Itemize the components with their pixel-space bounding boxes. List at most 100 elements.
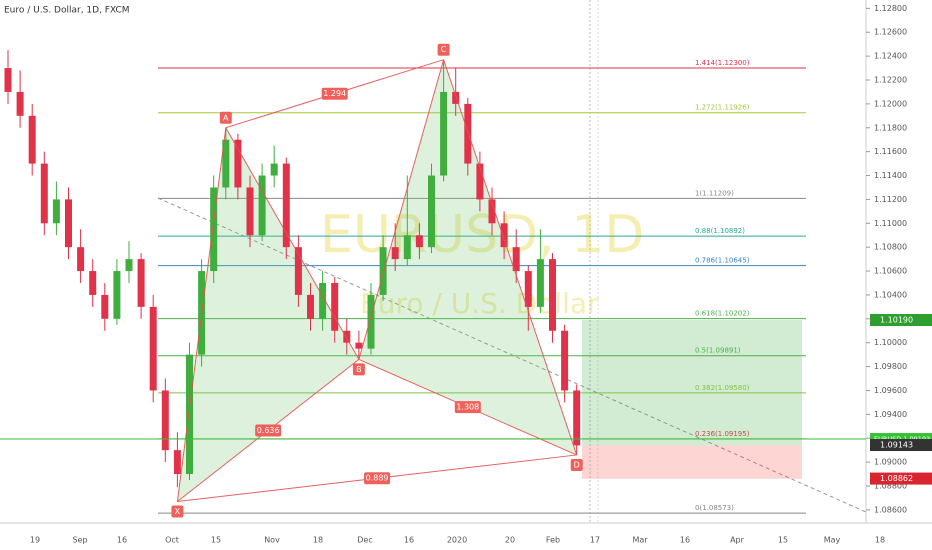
y-tick-label: 1.11000	[874, 219, 907, 228]
x-tick-label: 16	[117, 536, 127, 545]
candle-body	[173, 450, 181, 475]
pattern-point-label: B	[356, 365, 362, 374]
pattern-line	[358, 59, 445, 360]
x-tick-label: 15	[211, 536, 221, 545]
candle-body	[331, 282, 339, 331]
loss-zone	[582, 445, 802, 479]
x-tick-label: 16	[680, 536, 690, 545]
candle-body	[403, 235, 411, 260]
y-tick-label: 1.12600	[874, 28, 907, 37]
price-tag	[870, 439, 932, 452]
y-tick-label: 1.12000	[874, 99, 907, 108]
pattern-point-label: D	[574, 460, 580, 469]
candle-body	[391, 247, 399, 260]
candle-body	[500, 223, 508, 248]
y-tick-label: 1.10600	[874, 267, 907, 276]
x-tick-label: Dec	[357, 536, 372, 545]
fib-label: 1.272(1.11926)	[695, 104, 750, 112]
fib-label: 0.5(1.09891)	[695, 347, 741, 355]
x-tick-label: 2020	[447, 536, 467, 545]
pattern-fill	[358, 59, 577, 455]
fib-label: 0.618(1.10202)	[695, 310, 750, 318]
candle-body	[40, 163, 48, 224]
y-tick-label: 1.09800	[874, 362, 907, 371]
candle-body	[573, 390, 581, 446]
candle-body	[343, 330, 351, 343]
y-tick-label: 1.12400	[874, 52, 907, 61]
fib-label: 0.88(1.10892)	[695, 227, 745, 235]
price-tag-label: 1.08862	[880, 474, 913, 483]
y-tick-label: 1.08600	[874, 505, 907, 514]
price-tag-label: 1.10190	[880, 316, 913, 325]
candle-body	[524, 271, 532, 307]
ratio-label: 0.636	[257, 426, 280, 435]
candle-body	[294, 247, 302, 295]
ratio-box	[454, 401, 481, 414]
candle-body	[452, 91, 460, 104]
candle-body	[512, 247, 520, 272]
ratio-label: 1.294	[323, 89, 346, 98]
candle-body	[246, 187, 254, 236]
watermark-sub: Euro / U.S. Dollar	[360, 287, 599, 320]
x-tick-label: 18	[875, 536, 885, 545]
price-tag-label: 1.09143	[880, 441, 913, 450]
candle-body	[319, 282, 327, 319]
candle-body	[355, 342, 363, 349]
y-tick-label: 1.10000	[874, 338, 907, 347]
x-tick-label: 18	[313, 536, 323, 545]
fib-label: 0(1.08573)	[695, 504, 734, 512]
candle-body	[270, 163, 278, 176]
candle-body	[101, 294, 109, 319]
ratio-box	[321, 87, 348, 100]
y-tick-label: 1.09400	[874, 410, 907, 419]
candle-body	[440, 91, 448, 176]
x-tick-label: 15	[778, 536, 788, 545]
candle-body	[379, 247, 387, 295]
candle-body	[549, 259, 556, 331]
pattern-point-label: C	[441, 45, 447, 54]
pattern-point-label: X	[175, 507, 181, 516]
y-tick-label: 1.11600	[874, 147, 907, 156]
fib-label: 1(1.11209)	[695, 189, 734, 197]
candle-body	[52, 199, 60, 224]
pattern-line	[443, 59, 578, 456]
trend-line	[157, 197, 867, 513]
candle-body	[536, 259, 544, 307]
candle-body	[367, 294, 375, 349]
pattern-point-box	[219, 111, 232, 124]
candle-body	[137, 259, 145, 307]
x-tick-label: Oct	[165, 536, 179, 545]
watermark: EURUSD, 1D	[320, 205, 644, 265]
y-tick-label: 1.12200	[874, 76, 907, 85]
candle-body	[222, 139, 230, 188]
candle-body	[89, 271, 97, 295]
y-tick-label: 1.11400	[874, 171, 907, 180]
y-tick-label: 1.09000	[874, 458, 907, 467]
pattern-point-box	[437, 43, 450, 56]
pattern-point-label: A	[223, 113, 229, 122]
pattern-line	[225, 127, 360, 360]
candle-body	[561, 330, 569, 391]
price-tag	[870, 314, 932, 327]
ratio-box	[364, 472, 391, 485]
x-tick-label: Feb	[546, 536, 560, 545]
x-tick-label: 17	[590, 536, 600, 545]
fib-label: 0.786(1.10645)	[695, 257, 750, 265]
ratio-label: 1.308	[456, 403, 479, 412]
y-tick-label: 1.10400	[874, 290, 907, 299]
candle-body	[77, 247, 85, 272]
y-tick-label: 1.12800	[874, 4, 907, 13]
fib-label: 0.236(1.09195)	[695, 430, 750, 438]
y-tick-label: 1.10800	[874, 243, 907, 252]
x-tick-label: 16	[404, 536, 414, 545]
candle-body	[149, 306, 157, 391]
candle-body	[258, 175, 266, 236]
candle-body	[476, 163, 484, 200]
ratio-label: 0.889	[366, 474, 389, 483]
candle-body	[307, 294, 314, 319]
candle-body	[464, 103, 472, 164]
chart-title: Euro / U.S. Dollar, 1D, FXCM	[4, 6, 130, 16]
candle-body	[16, 91, 24, 116]
